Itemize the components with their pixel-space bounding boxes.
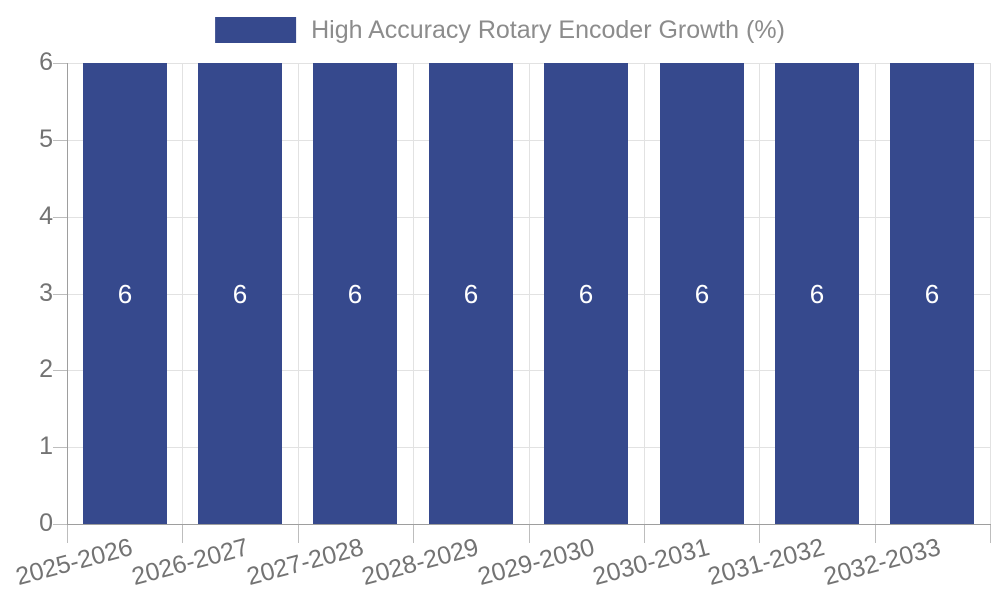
x-axis-label: 2030-2031 [589,533,713,592]
v-gridline [875,63,876,524]
x-axis-tick [759,525,760,543]
y-axis-label: 5 [39,125,53,153]
bar[interactable]: 6 [660,63,744,524]
y-axis-label: 2 [39,355,53,383]
x-axis-tick [67,525,68,543]
bar-value-label: 6 [694,278,710,309]
x-axis-label: 2026-2027 [128,533,252,592]
x-axis-tick [298,525,299,543]
x-axis-tick [875,525,876,543]
v-gridline [298,63,299,524]
y-axis-label: 1 [39,432,53,460]
bar-value-label: 6 [578,278,594,309]
bar[interactable]: 6 [544,63,628,524]
y-axis-tick [53,524,67,525]
v-gridline [644,63,645,524]
x-axis-label: 2032-2033 [820,533,944,592]
bar[interactable]: 6 [890,63,974,524]
bar-value-label: 6 [924,278,940,309]
y-axis-label: 6 [39,48,53,76]
bar[interactable]: 6 [429,63,513,524]
bar[interactable]: 6 [313,63,397,524]
x-axis-tick [413,525,414,543]
x-axis-tick [529,525,530,543]
v-gridline [759,63,760,524]
x-axis-tick [990,525,991,543]
bar[interactable]: 6 [775,63,859,524]
y-axis-label: 3 [39,279,53,307]
bar-value-label: 6 [232,278,248,309]
y-axis-tick [53,447,67,448]
legend-label: High Accuracy Rotary Encoder Growth (%) [311,16,785,44]
x-axis-label: 2025-2026 [12,533,136,592]
bar-value-label: 6 [809,278,825,309]
v-gridline [529,63,530,524]
y-axis-tick [53,140,67,141]
v-gridline [990,63,991,524]
bar-value-label: 6 [117,278,133,309]
bar[interactable]: 6 [83,63,167,524]
bar[interactable]: 6 [198,63,282,524]
legend[interactable]: High Accuracy Rotary Encoder Growth (%) [215,17,785,43]
y-axis-tick [53,63,67,64]
y-axis-tick [53,370,67,371]
x-axis-label: 2031-2032 [705,533,828,592]
y-axis-label: 4 [39,202,53,230]
x-axis-label: 2027-2028 [243,533,367,592]
y-axis-tick [53,217,67,218]
x-axis-label: 2029-2030 [474,533,598,592]
y-axis-label: 0 [39,509,53,537]
y-axis-line [67,63,68,525]
x-axis-tick [182,525,183,543]
bar-value-label: 6 [463,278,479,309]
bar-value-label: 6 [347,278,363,309]
x-axis-tick [644,525,645,543]
legend-swatch [215,17,297,43]
y-axis-tick [53,294,67,295]
v-gridline [413,63,414,524]
x-axis-label: 2028-2029 [359,533,482,592]
x-axis-line [67,524,991,525]
v-gridline [182,63,183,524]
